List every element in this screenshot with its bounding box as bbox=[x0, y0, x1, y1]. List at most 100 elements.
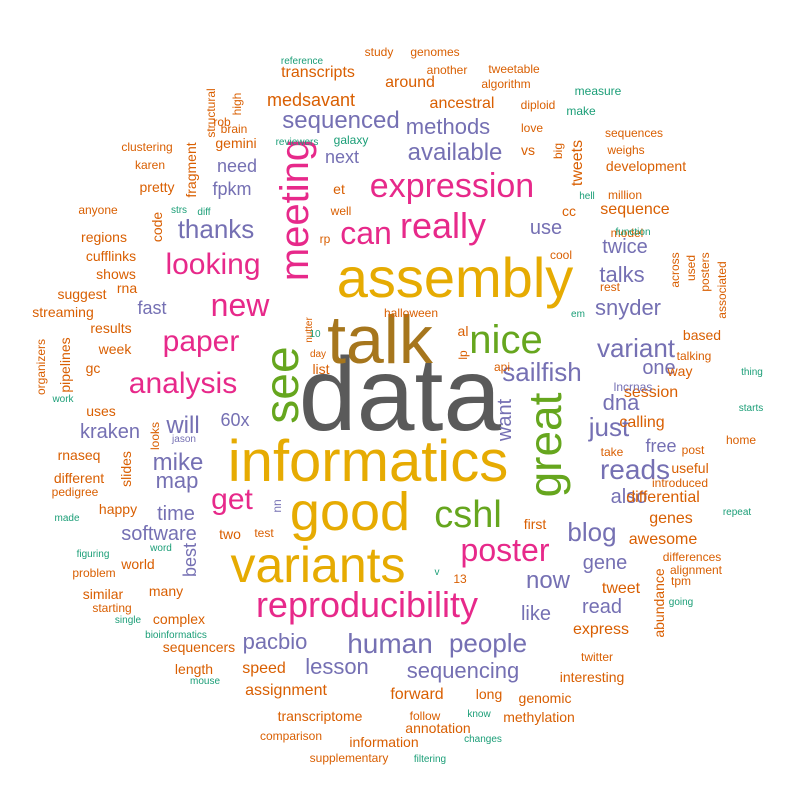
word-dna: dna bbox=[602, 390, 640, 415]
word-gene: gene bbox=[582, 552, 628, 574]
word-development: development bbox=[605, 158, 687, 174]
word-snyder: snyder bbox=[594, 295, 662, 320]
word-across: across bbox=[668, 252, 682, 288]
word-people: people bbox=[448, 628, 528, 658]
word-uses: uses bbox=[86, 403, 116, 419]
word-introduced: introduced bbox=[651, 476, 709, 490]
word-cufflinks: cufflinks bbox=[85, 248, 137, 264]
word-pipelines: pipelines bbox=[57, 337, 73, 393]
word-day: day bbox=[309, 349, 327, 360]
word-measure: measure bbox=[574, 84, 622, 98]
word-post: post bbox=[681, 443, 705, 457]
word-alignment: alignment bbox=[669, 563, 723, 577]
word-used: used bbox=[684, 254, 698, 282]
word-brain: brain bbox=[220, 122, 248, 136]
word-gc: gc bbox=[85, 360, 101, 376]
word-changes: changes bbox=[464, 734, 502, 745]
word-nice: nice bbox=[469, 318, 543, 362]
word-another: another bbox=[426, 63, 468, 77]
word-methods: methods bbox=[405, 114, 491, 139]
word-pacbio: pacbio bbox=[242, 629, 308, 654]
word-first: first bbox=[523, 516, 547, 532]
word-starts: starts bbox=[738, 403, 764, 414]
word-algorithm: algorithm bbox=[481, 77, 531, 91]
word-abundance: abundance bbox=[651, 568, 667, 638]
word-nn: nn bbox=[270, 499, 284, 513]
word-need: need bbox=[216, 156, 258, 176]
word-rnaseq: rnaseq bbox=[57, 447, 101, 463]
word-can: can bbox=[340, 215, 392, 251]
word-informatics: informatics bbox=[227, 429, 509, 494]
word-going: going bbox=[668, 597, 694, 608]
word-medsavant: medsavant bbox=[266, 90, 356, 110]
word-60x: 60x bbox=[220, 410, 250, 430]
word-long: long bbox=[475, 686, 503, 702]
word-v: v bbox=[434, 567, 440, 578]
word-data: data bbox=[298, 337, 502, 453]
word-world: world bbox=[121, 556, 155, 572]
word-assembly: assembly bbox=[336, 246, 574, 309]
word-cool: cool bbox=[549, 248, 573, 262]
word-pedigree: pedigree bbox=[51, 485, 99, 499]
word-reviewers: reviewers bbox=[275, 137, 319, 148]
word-function: function bbox=[615, 227, 651, 238]
word-tweetable: tweetable bbox=[488, 62, 540, 76]
word-karen: karen bbox=[134, 158, 166, 172]
word-follow: follow bbox=[409, 709, 441, 723]
word-reproducibility: reproducibility bbox=[255, 584, 479, 625]
word-talk: talk bbox=[327, 302, 433, 378]
word-want: want bbox=[494, 398, 516, 442]
word-genes: genes bbox=[649, 510, 693, 527]
word-paper: paper bbox=[162, 325, 240, 358]
word-rest: rest bbox=[599, 280, 621, 294]
word-software: software bbox=[121, 523, 197, 545]
word-galaxy: galaxy bbox=[333, 133, 369, 147]
word-sequencers: sequencers bbox=[162, 639, 236, 655]
word-best: best bbox=[180, 542, 200, 578]
word-happy: happy bbox=[98, 501, 138, 517]
word-hell: hell bbox=[579, 191, 595, 202]
word-shows: shows bbox=[96, 266, 136, 282]
word-jason: jason bbox=[172, 434, 196, 445]
word-take: take bbox=[600, 445, 624, 459]
word-list: list bbox=[312, 361, 330, 377]
word-high: high bbox=[230, 92, 244, 116]
word-map: map bbox=[155, 468, 199, 493]
word-great: great bbox=[519, 392, 571, 498]
word-get: get bbox=[211, 483, 253, 516]
word-analysis: analysis bbox=[128, 367, 238, 400]
word-time: time bbox=[157, 503, 195, 525]
word-al: al bbox=[457, 323, 469, 339]
word-clustering: clustering bbox=[121, 140, 173, 154]
word-rob: rob bbox=[213, 115, 231, 129]
word-figuring: figuring bbox=[76, 549, 110, 560]
word-around: around bbox=[385, 74, 435, 91]
word-session: session bbox=[623, 384, 679, 401]
word-well: well bbox=[330, 204, 352, 218]
word-associated: associated bbox=[715, 261, 729, 319]
word-annotation: annotation bbox=[405, 720, 471, 736]
word-express: express bbox=[572, 621, 630, 638]
word-variant: variant bbox=[596, 333, 676, 363]
word-vs: vs bbox=[521, 142, 535, 158]
word-will: will bbox=[166, 412, 200, 439]
word-based: based bbox=[682, 327, 722, 343]
word-good: good bbox=[289, 482, 411, 542]
word-gemini: gemini bbox=[215, 135, 257, 151]
word-next: next bbox=[324, 147, 360, 167]
word-ancestral: ancestral bbox=[429, 95, 495, 112]
word-new: new bbox=[210, 287, 270, 323]
word-transcripts: transcripts bbox=[281, 64, 355, 81]
word-meeting: meeting bbox=[273, 138, 317, 282]
word-fpkm: fpkm bbox=[212, 179, 252, 199]
word-now: now bbox=[525, 567, 571, 594]
word-reads: reads bbox=[599, 454, 671, 485]
word-available: available bbox=[407, 139, 503, 166]
word-cshl: cshl bbox=[434, 494, 502, 536]
word-word: word bbox=[150, 543, 172, 554]
word-twice: twice bbox=[602, 236, 648, 258]
word-sailfish: sailfish bbox=[502, 357, 582, 387]
word-code: code bbox=[149, 211, 165, 243]
word-differential: differential bbox=[626, 489, 700, 506]
word-also: also bbox=[610, 486, 648, 508]
